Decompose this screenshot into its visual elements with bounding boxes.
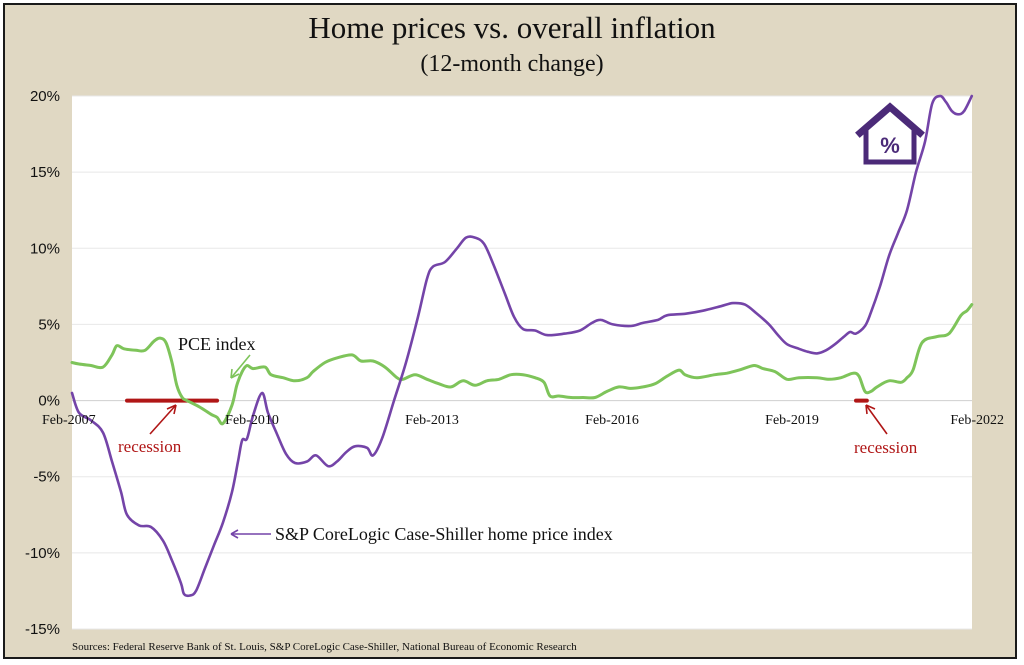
y-tick-label: -10% xyxy=(25,545,60,562)
y-tick-label: 15% xyxy=(30,164,60,181)
x-tick-label: Feb-2007 xyxy=(42,413,96,428)
recession-arrowhead-icon xyxy=(166,404,177,415)
y-axis-ticks: 20% 15% 10% 5% 0% -5% -10% -15% xyxy=(25,88,60,638)
home-price-series-line xyxy=(70,94,974,598)
series-lines xyxy=(70,94,974,598)
y-tick-label: 5% xyxy=(38,316,60,333)
y-tick-label: 0% xyxy=(38,393,60,410)
x-tick-label: Feb-2019 xyxy=(765,413,819,428)
y-tick-label: -15% xyxy=(25,621,60,638)
y-tick-label: 20% xyxy=(30,88,60,105)
pce-label: PCE index xyxy=(178,334,256,354)
house-percent-icon: % xyxy=(855,102,925,165)
x-tick-label: Feb-2013 xyxy=(405,413,459,428)
recession-pointer-2008 xyxy=(149,404,177,435)
pce-series-line xyxy=(70,303,974,426)
recession-pointer-2020 xyxy=(865,404,888,435)
chart-title: Home prices vs. overall inflation xyxy=(308,10,716,45)
percent-glyph: % xyxy=(880,133,900,158)
x-tick-label: Feb-2016 xyxy=(585,413,639,428)
y-tick-label: 10% xyxy=(30,240,60,257)
chart-subtitle: (12-month change) xyxy=(420,51,603,77)
plot-area xyxy=(72,96,972,629)
hpi-arrowhead-icon xyxy=(230,529,239,539)
gridlines xyxy=(72,95,972,630)
x-tick-label: Feb-2010 xyxy=(225,413,279,428)
recession-label-2008: recession xyxy=(118,437,182,456)
hpi-label: S&P CoreLogic Case-Shiller home price in… xyxy=(275,524,613,544)
recession-label-2020: recession xyxy=(854,438,918,457)
x-tick-label: Feb-2022 xyxy=(950,413,1004,428)
pce-arrowhead-icon xyxy=(230,368,240,379)
y-tick-label: -5% xyxy=(33,469,60,486)
recession-arrowhead-icon xyxy=(865,404,876,415)
x-axis-ticks: Feb-2007 Feb-2010 Feb-2013 Feb-2016 Feb-2019… xyxy=(42,413,1004,428)
pce-label-pointer xyxy=(230,354,251,379)
source-note: Sources: Federal Reserve Bank of St. Lou… xyxy=(72,641,577,653)
